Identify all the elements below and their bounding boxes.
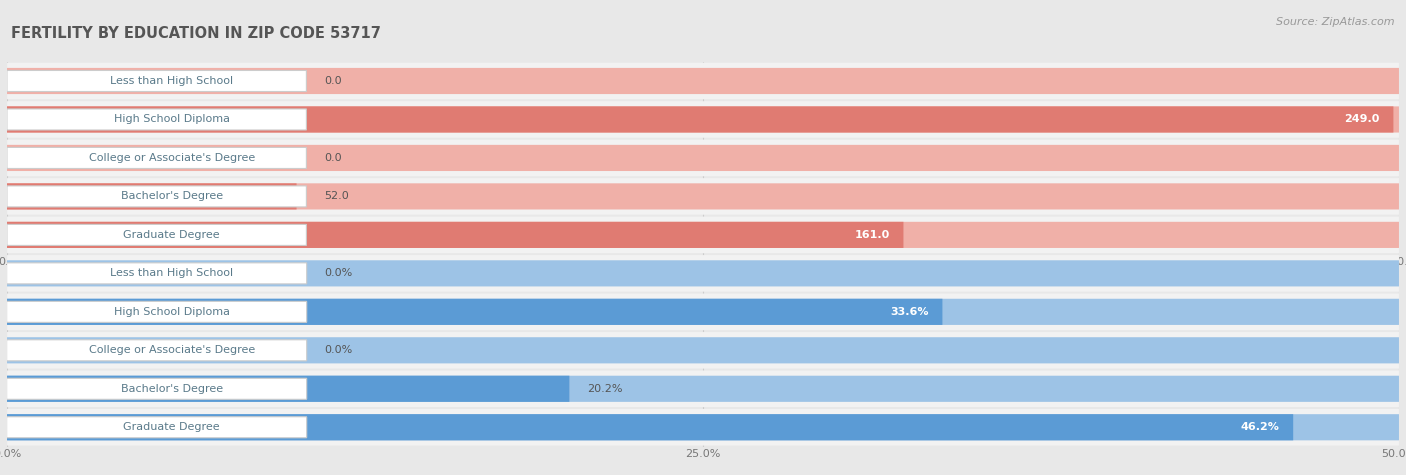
FancyBboxPatch shape	[7, 332, 1399, 369]
Text: Bachelor's Degree: Bachelor's Degree	[121, 191, 222, 201]
FancyBboxPatch shape	[7, 70, 307, 92]
FancyBboxPatch shape	[7, 147, 307, 169]
Text: Graduate Degree: Graduate Degree	[124, 230, 219, 240]
Text: Bachelor's Degree: Bachelor's Degree	[121, 384, 222, 394]
FancyBboxPatch shape	[7, 414, 1294, 440]
FancyBboxPatch shape	[7, 140, 1399, 176]
FancyBboxPatch shape	[7, 101, 1399, 138]
FancyBboxPatch shape	[7, 68, 1399, 94]
Text: 161.0: 161.0	[855, 230, 890, 240]
FancyBboxPatch shape	[7, 299, 1399, 325]
FancyBboxPatch shape	[7, 417, 307, 438]
FancyBboxPatch shape	[7, 183, 297, 209]
Text: 0.0: 0.0	[325, 76, 342, 86]
FancyBboxPatch shape	[7, 263, 307, 284]
Text: Graduate Degree: Graduate Degree	[124, 422, 219, 432]
FancyBboxPatch shape	[7, 376, 1399, 402]
FancyBboxPatch shape	[7, 186, 307, 207]
FancyBboxPatch shape	[7, 294, 1399, 330]
Text: High School Diploma: High School Diploma	[114, 114, 229, 124]
Text: 33.6%: 33.6%	[890, 307, 928, 317]
FancyBboxPatch shape	[7, 409, 1399, 446]
Text: 20.2%: 20.2%	[588, 384, 623, 394]
FancyBboxPatch shape	[7, 63, 1399, 99]
FancyBboxPatch shape	[7, 145, 1399, 171]
Text: 249.0: 249.0	[1344, 114, 1379, 124]
FancyBboxPatch shape	[7, 378, 307, 399]
FancyBboxPatch shape	[7, 106, 1399, 133]
FancyBboxPatch shape	[7, 370, 1399, 407]
Text: College or Associate's Degree: College or Associate's Degree	[89, 345, 254, 355]
FancyBboxPatch shape	[7, 183, 1399, 209]
FancyBboxPatch shape	[7, 340, 307, 361]
FancyBboxPatch shape	[7, 222, 904, 248]
FancyBboxPatch shape	[7, 222, 1399, 248]
FancyBboxPatch shape	[7, 217, 1399, 253]
Text: 0.0: 0.0	[325, 153, 342, 163]
FancyBboxPatch shape	[7, 106, 1393, 133]
Text: Less than High School: Less than High School	[110, 268, 233, 278]
Text: 0.0%: 0.0%	[325, 345, 353, 355]
FancyBboxPatch shape	[7, 301, 307, 323]
Text: High School Diploma: High School Diploma	[114, 307, 229, 317]
FancyBboxPatch shape	[7, 299, 942, 325]
FancyBboxPatch shape	[7, 414, 1399, 440]
FancyBboxPatch shape	[7, 376, 569, 402]
Text: 46.2%: 46.2%	[1240, 422, 1279, 432]
Text: Less than High School: Less than High School	[110, 76, 233, 86]
Text: Source: ZipAtlas.com: Source: ZipAtlas.com	[1277, 17, 1395, 27]
FancyBboxPatch shape	[7, 224, 307, 246]
FancyBboxPatch shape	[7, 178, 1399, 215]
Text: 52.0: 52.0	[325, 191, 349, 201]
Text: College or Associate's Degree: College or Associate's Degree	[89, 153, 254, 163]
FancyBboxPatch shape	[7, 109, 307, 130]
Text: FERTILITY BY EDUCATION IN ZIP CODE 53717: FERTILITY BY EDUCATION IN ZIP CODE 53717	[11, 26, 381, 41]
Text: 0.0%: 0.0%	[325, 268, 353, 278]
FancyBboxPatch shape	[7, 255, 1399, 292]
FancyBboxPatch shape	[7, 337, 1399, 363]
FancyBboxPatch shape	[7, 260, 1399, 286]
